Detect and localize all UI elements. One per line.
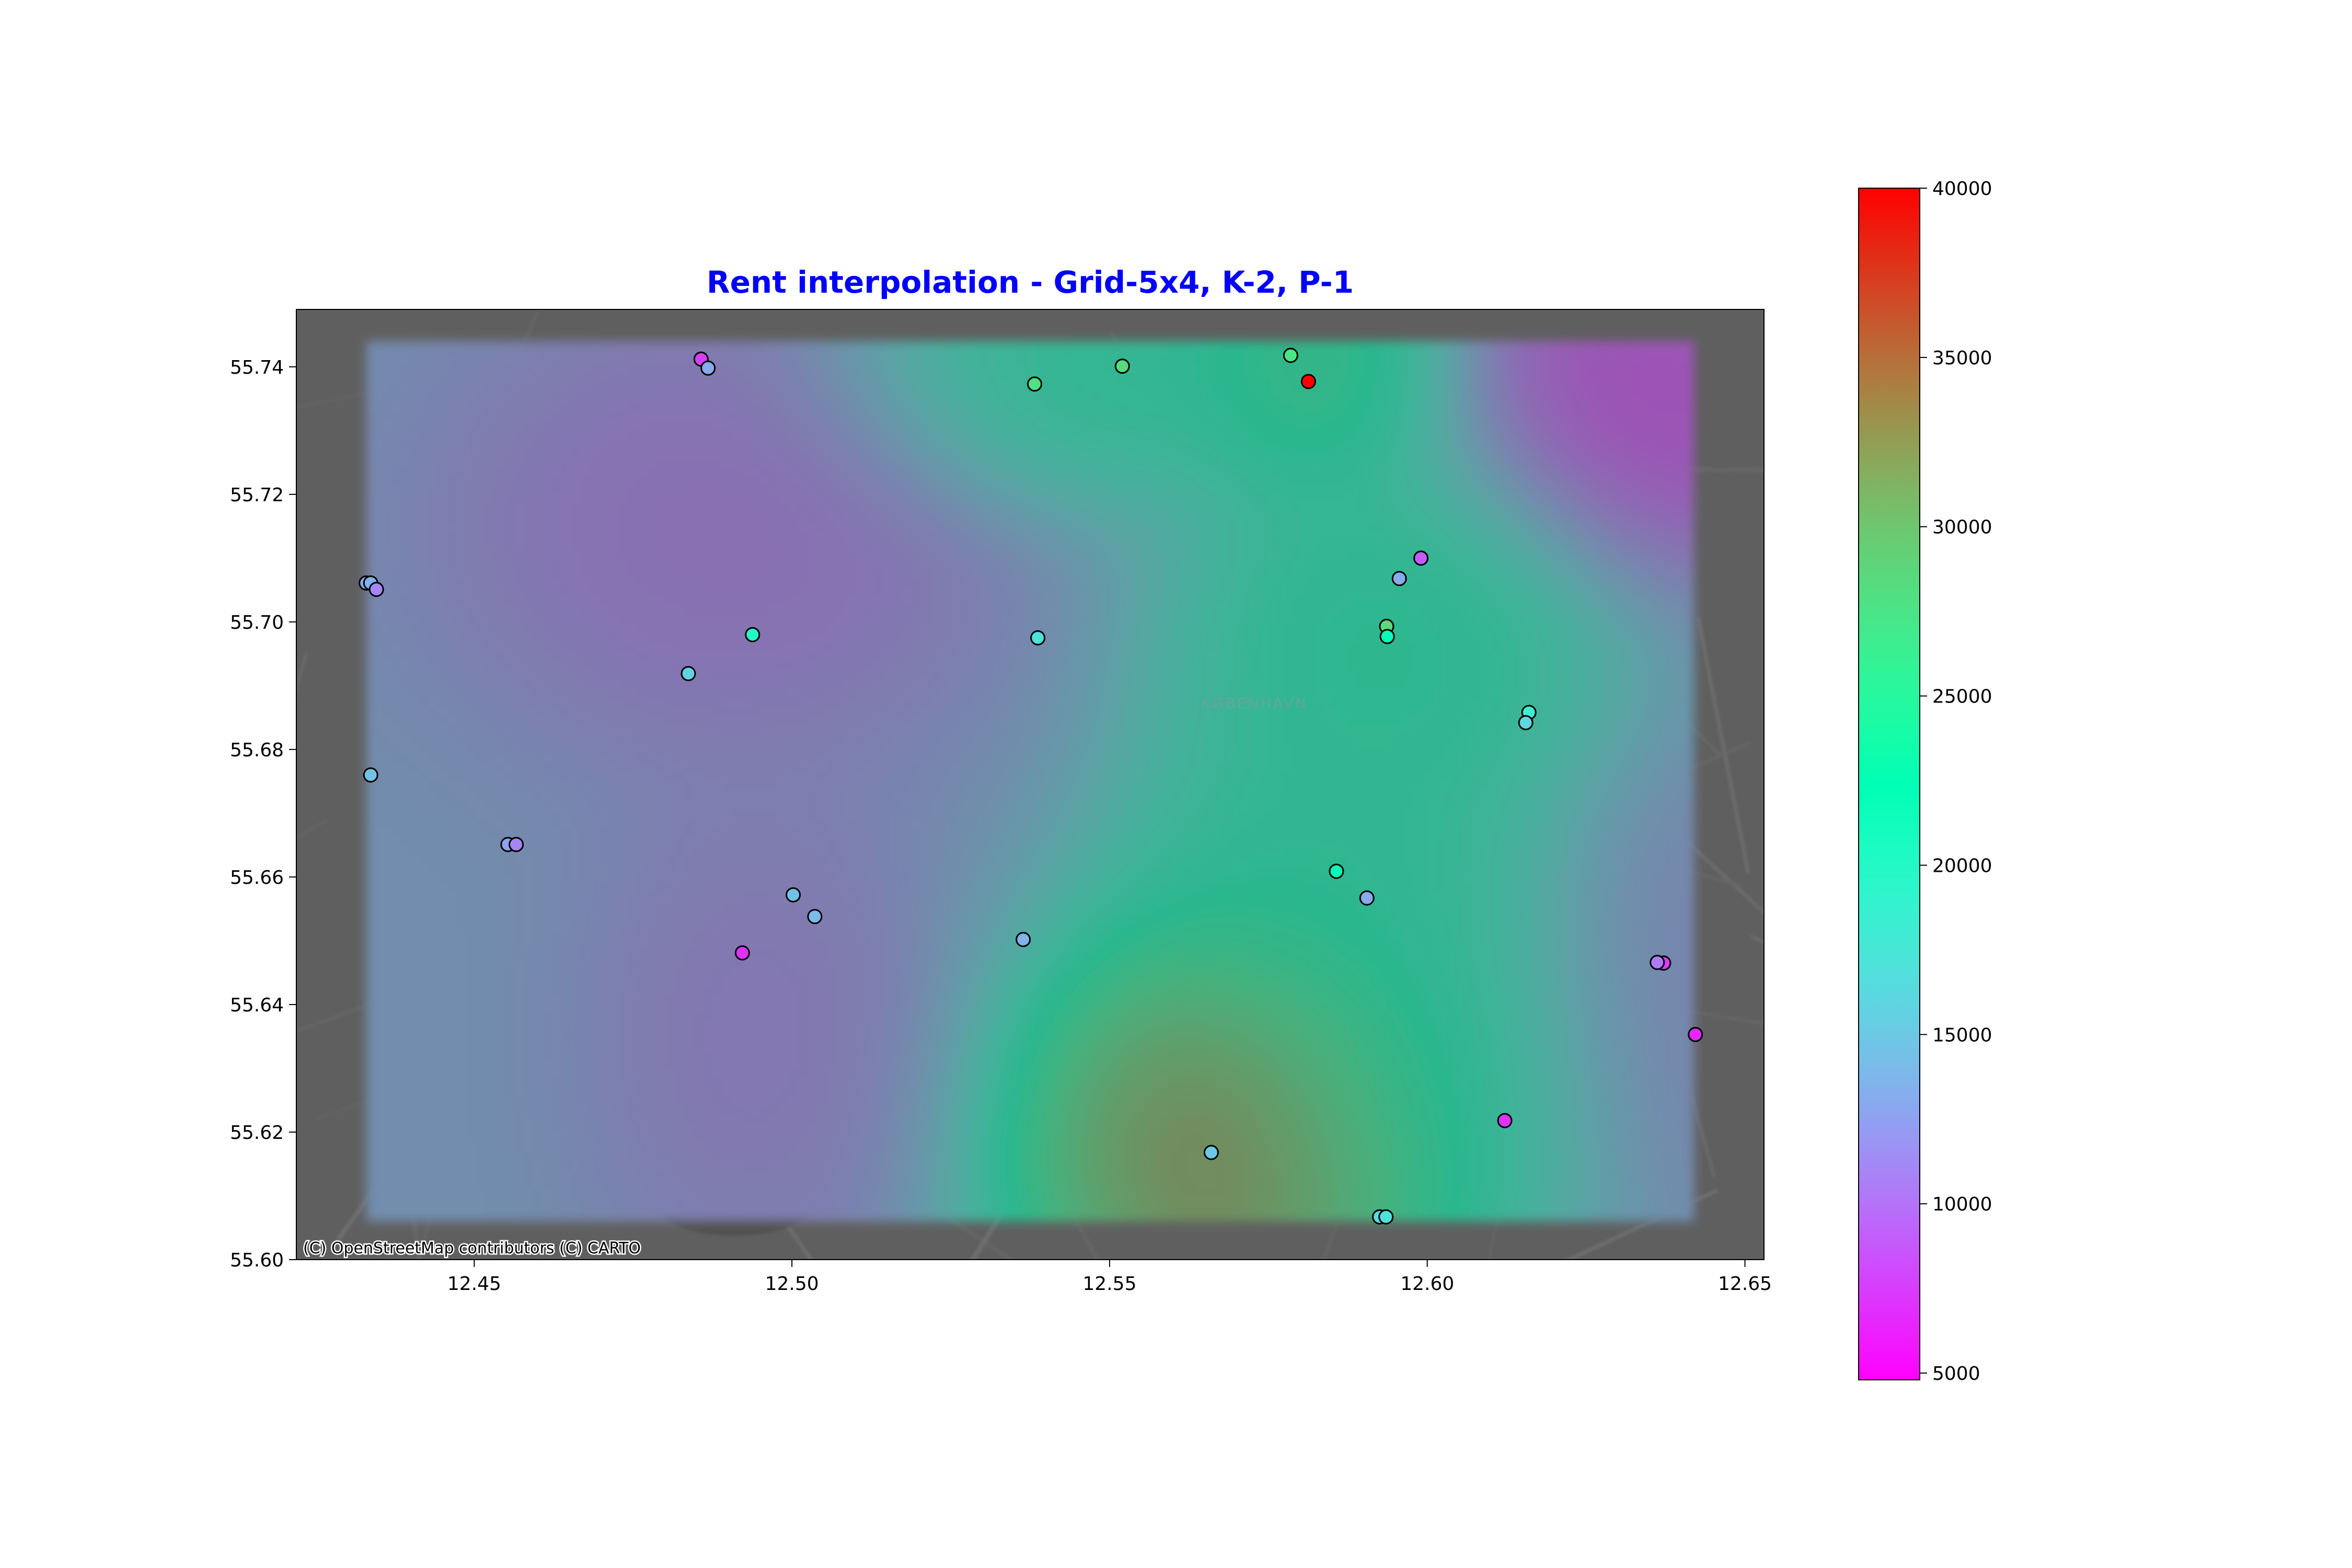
data-point: [1689, 1028, 1702, 1041]
colorbar-tick-label: 20000: [1932, 855, 1992, 877]
map-attribution: (C) OpenStreetMap contributors (C) CARTO: [303, 1239, 641, 1258]
data-point: [1414, 551, 1428, 565]
colorbar-tick-label: 10000: [1932, 1194, 1992, 1215]
colorbar-tick-label: 30000: [1932, 517, 1992, 538]
data-point: [1284, 349, 1297, 362]
colorbar: 5000 10000 15000 20000 25000 30000 35000 40000: [1859, 178, 1992, 1385]
colorbar-tick-label: 15000: [1932, 1024, 1992, 1046]
data-point: [1330, 864, 1343, 878]
y-tick-label: 55.72: [230, 485, 284, 506]
data-point: [1379, 1210, 1393, 1224]
basemap-city-label: KØBENHAVN: [1201, 695, 1308, 712]
data-point: [1519, 716, 1532, 730]
data-point: [1301, 375, 1315, 388]
y-tick-label: 55.60: [230, 1250, 284, 1271]
data-point: [746, 628, 759, 641]
interpolation-raster: [366, 341, 1694, 1221]
colorbar-tick-label: 35000: [1932, 348, 1992, 369]
colorbar-tick-label: 40000: [1932, 178, 1992, 200]
y-tick-label: 55.74: [230, 357, 284, 378]
data-point: [1031, 631, 1045, 644]
street-line: [0, 820, 327, 1016]
colorbar-tick-label: 25000: [1932, 686, 1992, 708]
x-tick-label: 12.45: [447, 1273, 501, 1295]
y-tick-label: 55.70: [230, 612, 284, 633]
data-point: [1017, 932, 1030, 946]
data-point: [1360, 891, 1374, 905]
data-point: [1028, 377, 1042, 391]
x-axis: 12.45 12.50 12.55 12.60 12.65: [447, 1260, 1772, 1295]
data-point: [701, 361, 715, 375]
data-point: [1392, 572, 1406, 585]
data-point: [364, 768, 377, 782]
data-point: [787, 888, 800, 902]
x-tick-label: 12.65: [1718, 1273, 1772, 1295]
x-tick-label: 12.55: [1082, 1273, 1136, 1295]
data-point: [1204, 1146, 1218, 1159]
data-point: [1115, 360, 1129, 373]
chart-title: Rent interpolation - Grid-5x4, K-2, P-1: [707, 264, 1354, 300]
colorbar-tick-label: 5000: [1932, 1363, 1980, 1385]
data-point: [370, 583, 383, 596]
colorbar-ticks: 5000 10000 15000 20000 25000 30000 35000 40000: [1920, 178, 1992, 1385]
y-tick-label: 55.68: [230, 740, 284, 761]
data-point: [682, 667, 695, 681]
y-tick-label: 55.66: [230, 867, 284, 889]
colorbar-gradient: [1859, 188, 1920, 1380]
x-tick-label: 12.60: [1400, 1273, 1454, 1295]
data-point: [735, 946, 749, 960]
data-point: [510, 838, 523, 851]
y-axis: 55.60 55.62 55.64 55.66 55.68 55.70 55.72 55.74: [230, 357, 296, 1271]
data-point: [1498, 1114, 1512, 1127]
y-tick-label: 55.64: [230, 995, 284, 1016]
data-point: [1651, 955, 1664, 969]
y-tick-label: 55.62: [230, 1122, 284, 1144]
data-point: [808, 910, 822, 924]
plot-area: KØBENHAVN (C) OpenStreetMap contributors…: [0, 309, 2038, 1426]
x-tick-label: 12.50: [765, 1273, 819, 1295]
data-point: [1380, 630, 1394, 643]
